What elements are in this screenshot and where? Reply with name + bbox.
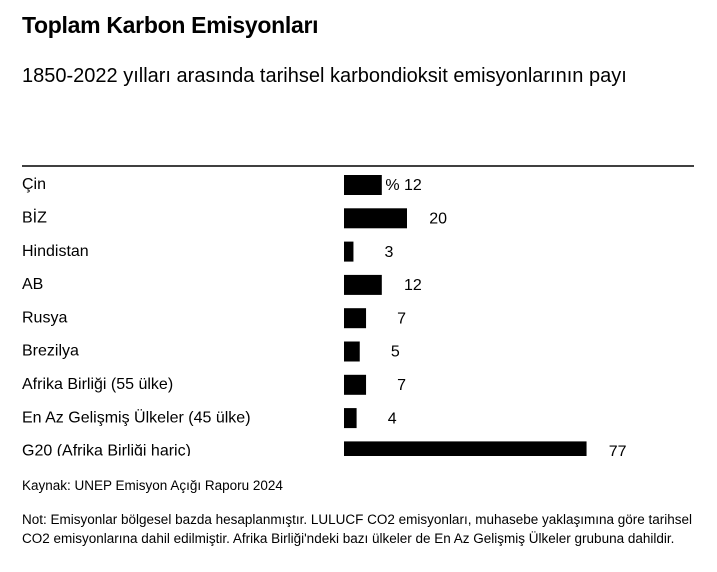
- bar: [344, 175, 382, 195]
- value-label: 3: [385, 244, 394, 261]
- category-label: G20 (Afrika Birliği hariç): [22, 443, 191, 460]
- value-label: 12: [404, 277, 422, 294]
- value-label: 77: [609, 444, 627, 461]
- value-label: 4: [388, 410, 397, 427]
- bar: [344, 274, 382, 295]
- bar: [344, 374, 367, 395]
- category-label: AB: [22, 276, 43, 293]
- bar: [344, 241, 354, 262]
- bar: [344, 208, 407, 229]
- category-label: Çin: [22, 176, 46, 193]
- value-label: % 12: [385, 177, 422, 194]
- category-label: Afrika Birliği (55 ülke): [22, 376, 173, 393]
- category-label: En Az Gelişmiş Ülkeler (45 ülke): [22, 408, 251, 426]
- chart-title: Toplam Karbon Emisyonları: [22, 12, 319, 38]
- bar: [344, 441, 587, 456]
- bars: Çin % 12 BİZ 20 Hindistan 3 AB 12 Rusya 7 Brezilya…: [22, 175, 627, 461]
- value-label: 20: [429, 211, 447, 228]
- value-label: 7: [397, 310, 406, 327]
- value-label: 5: [391, 344, 400, 361]
- category-label: Hindistan: [22, 243, 89, 260]
- value-label: 7: [397, 377, 406, 394]
- category-label: Rusya: [22, 309, 67, 326]
- bar: [344, 408, 357, 429]
- category-label: Brezilya: [22, 343, 79, 360]
- category-label: BİZ: [22, 208, 47, 227]
- bar: [344, 341, 360, 362]
- bar: [344, 308, 367, 329]
- note: Not: Emisyonlar bölgesel bazda hesaplanm…: [22, 512, 693, 546]
- source: Kaynak: UNEP Emisyon Açığı Raporu 2024: [22, 478, 283, 493]
- chart-subtitle: 1850-2022 yılları arasında tarihsel karb…: [22, 65, 627, 87]
